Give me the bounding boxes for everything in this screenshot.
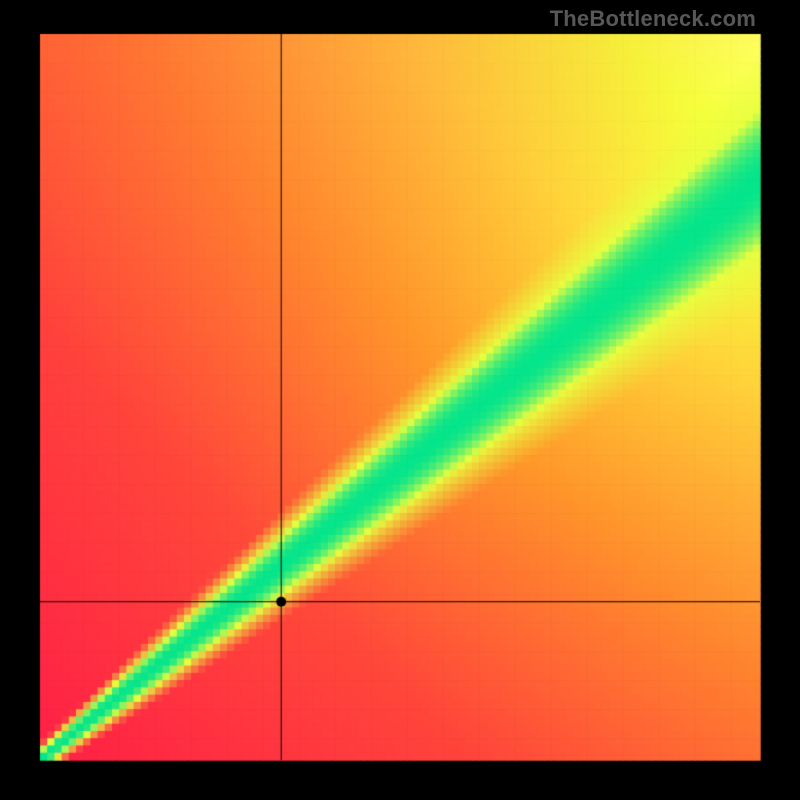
bottleneck-heatmap [0,0,800,800]
watermark-text: TheBottleneck.com [550,6,756,32]
